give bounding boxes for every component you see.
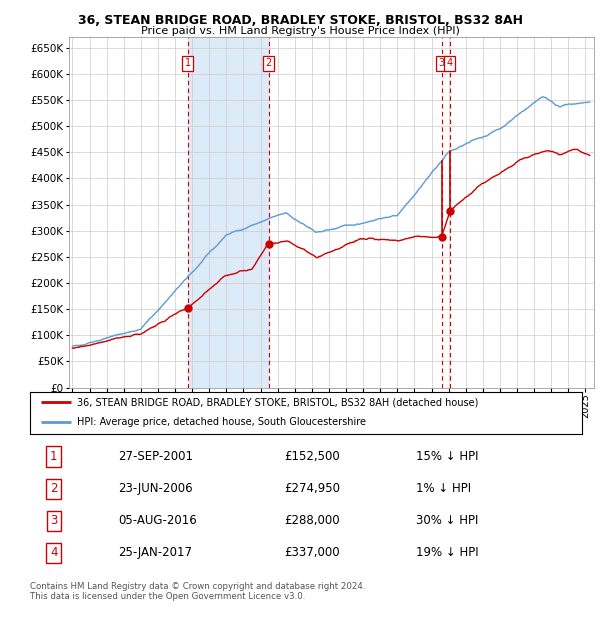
Text: 3: 3 [439, 58, 445, 68]
Text: 36, STEAN BRIDGE ROAD, BRADLEY STOKE, BRISTOL, BS32 8AH: 36, STEAN BRIDGE ROAD, BRADLEY STOKE, BR… [77, 14, 523, 27]
Text: 36, STEAN BRIDGE ROAD, BRADLEY STOKE, BRISTOL, BS32 8AH (detached house): 36, STEAN BRIDGE ROAD, BRADLEY STOKE, BR… [77, 397, 478, 407]
Text: 3: 3 [50, 514, 58, 527]
Text: HPI: Average price, detached house, South Gloucestershire: HPI: Average price, detached house, Sout… [77, 417, 366, 427]
Text: £274,950: £274,950 [284, 482, 340, 495]
Text: 25-JAN-2017: 25-JAN-2017 [118, 546, 193, 559]
Text: £337,000: £337,000 [284, 546, 340, 559]
Text: 4: 4 [447, 58, 453, 68]
Text: £152,500: £152,500 [284, 450, 340, 463]
Text: 2: 2 [265, 58, 272, 68]
Text: 4: 4 [50, 546, 58, 559]
Text: Price paid vs. HM Land Registry's House Price Index (HPI): Price paid vs. HM Land Registry's House … [140, 26, 460, 36]
Bar [188, 37, 269, 387]
Text: £288,000: £288,000 [284, 514, 340, 527]
Text: 15% ↓ HPI: 15% ↓ HPI [416, 450, 479, 463]
Text: 30% ↓ HPI: 30% ↓ HPI [416, 514, 479, 527]
Text: 1: 1 [185, 58, 191, 68]
Text: 19% ↓ HPI: 19% ↓ HPI [416, 546, 479, 559]
Text: 1% ↓ HPI: 1% ↓ HPI [416, 482, 472, 495]
Text: Contains HM Land Registry data © Crown copyright and database right 2024.
This d: Contains HM Land Registry data © Crown c… [30, 582, 365, 601]
Text: 2: 2 [50, 482, 58, 495]
Text: 23-JUN-2006: 23-JUN-2006 [118, 482, 193, 495]
Text: 05-AUG-2016: 05-AUG-2016 [118, 514, 197, 527]
Text: 1: 1 [50, 450, 58, 463]
Text: 27-SEP-2001: 27-SEP-2001 [118, 450, 193, 463]
